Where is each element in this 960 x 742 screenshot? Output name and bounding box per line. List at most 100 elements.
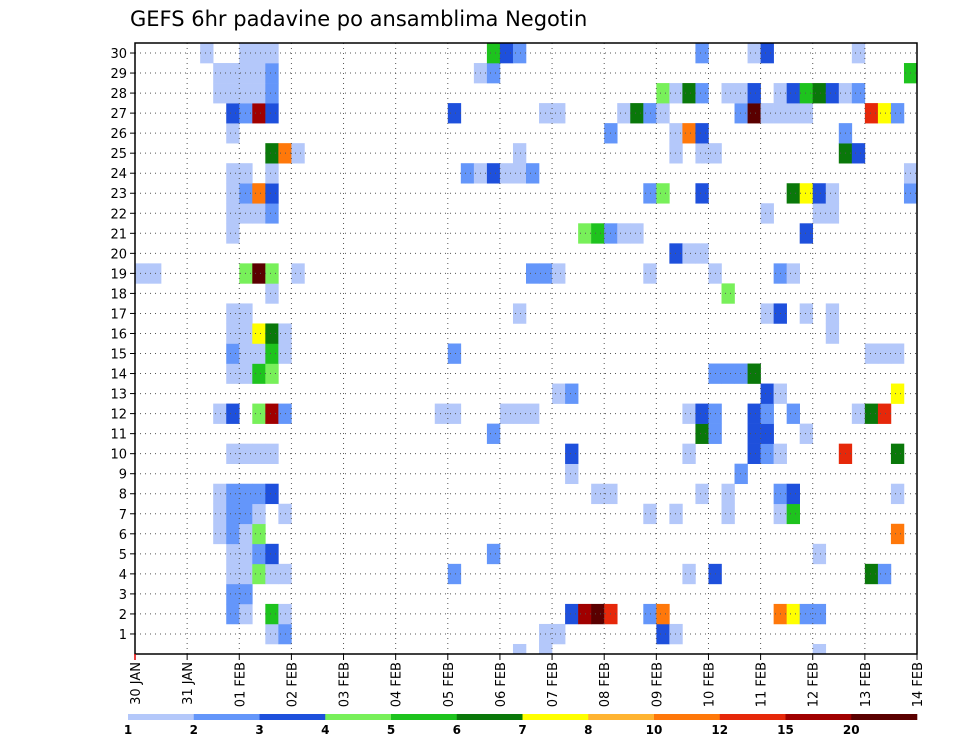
heatmap-cell [265,623,279,645]
heatmap-cell [265,603,279,625]
x-tick-label: 07 FEB [546,662,561,707]
heatmap-cell [226,403,240,424]
heatmap-cell [877,343,892,364]
x-tick-label: 30 JAN [129,662,144,705]
heatmap-cell [799,83,814,104]
heatmap-cell [252,443,266,464]
heatmap-cell [851,403,866,424]
heatmap-cell [695,243,709,264]
heatmap-cell [682,403,696,424]
heatmap-cell [799,303,814,324]
heatmap-cell [265,183,279,204]
heatmap-cell [760,43,774,64]
colorbar-tick-label: 10 [646,723,663,737]
x-tick-label: 04 FEB [390,662,405,707]
colorbar-segment [654,714,721,720]
colorbar-segment [851,714,918,720]
heatmap-cell [864,563,879,585]
y-tick-label: 9 [119,468,127,483]
heatmap-cell [226,603,240,625]
y-tick-label: 14 [110,368,127,383]
heatmap-cell [695,83,709,104]
heatmap-cell [786,483,800,505]
heatmap-cell [252,343,266,364]
y-tick-label: 30 [110,47,127,62]
heatmap-cell [760,383,774,404]
heatmap-cell [760,203,774,224]
y-tick-label: 8 [119,488,127,503]
heatmap-cell [526,263,540,284]
heatmap-cell [890,443,905,464]
heatmap-cell [226,503,240,525]
heatmap-cell [265,283,279,304]
x-tick-label: 12 FEB [807,662,822,707]
colorbar-segment [588,714,655,720]
colorbar-segment [719,714,786,720]
heatmap-cell [786,83,800,104]
heatmap-cell [252,183,266,204]
heatmap-cell [851,83,866,104]
y-tick-label: 3 [119,588,127,603]
heatmap-cell [539,643,553,654]
heatmap-cell [799,423,814,444]
heatmap-cell [695,403,709,424]
heatmap-cell [747,43,761,64]
colorbar-tick-label: 4 [321,723,329,737]
heatmap-cell [252,263,266,284]
heatmap-cell [760,423,774,444]
heatmap-cell [786,403,800,424]
y-tick-label: 13 [110,388,127,403]
x-tick-label: 14 FEB [911,662,926,707]
heatmap-cell [226,343,240,364]
colorbar-segment [193,714,260,720]
heatmap-cell [877,403,892,424]
y-tick-label: 16 [110,327,127,342]
heatmap-cell [747,363,761,384]
heatmap-cell [682,123,696,144]
heatmap-cell [643,183,657,204]
y-tick-label: 5 [119,548,127,563]
x-tick-label: 03 FEB [338,662,353,707]
heatmap-cell [669,143,683,164]
heatmap-cell [760,303,774,324]
heatmap-cell [252,203,266,224]
heatmap-cell [786,503,800,525]
heatmap-cell [265,483,279,505]
heatmap-cell [226,323,240,344]
heatmap-cell [890,523,905,545]
heatmap-cell [682,563,696,585]
heatmap-cell [213,63,227,84]
heatmap-cell [552,383,566,404]
y-tick-label: 11 [110,428,127,443]
heatmap-cell [252,543,266,565]
heatmap-cell [565,443,579,464]
heatmap-cell [252,563,266,585]
y-tick-label: 23 [110,187,127,202]
x-tick-label: 08 FEB [598,662,613,707]
heatmap-cell [643,103,657,124]
heatmap-cell [578,223,592,244]
x-tick-label: 31 JAN [181,662,196,705]
heatmap-cell [695,183,709,204]
heatmap-cell [460,163,475,184]
y-tick-label: 27 [110,107,127,122]
y-tick-label: 25 [110,147,127,162]
heatmap-cell [890,103,905,124]
heatmap-cell [226,583,240,605]
heatmap-cell [486,543,501,565]
colorbar-segment [128,714,195,720]
heatmap-cell [734,103,748,124]
heatmap-cell [252,483,266,505]
y-tick-label: 22 [110,207,127,222]
heatmap-cell [265,103,279,124]
colorbar-tick-label: 1 [124,723,132,737]
heatmap-cell [486,63,501,84]
heatmap-cell [512,43,527,64]
colorbar-segment [456,714,523,720]
heatmap-cell [617,103,631,124]
heatmap-cell [747,103,761,124]
heatmap-cell [812,643,827,654]
heatmap-cell [630,223,644,244]
heatmap-cell [890,383,905,404]
heatmap-cell [812,83,827,104]
